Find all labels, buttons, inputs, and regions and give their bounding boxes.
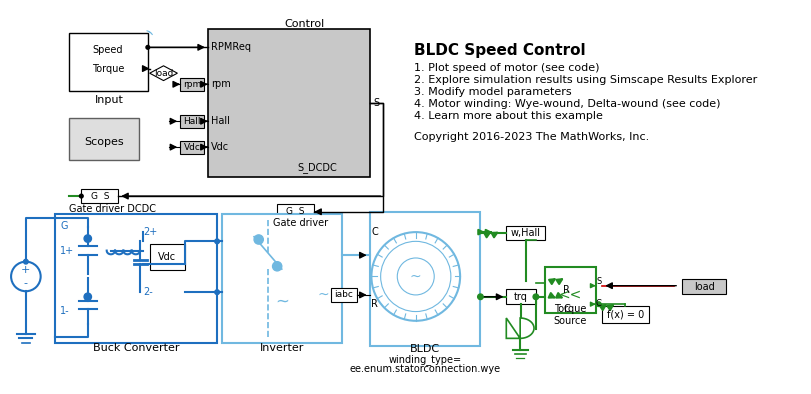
Text: Vdc: Vdc xyxy=(211,142,229,152)
Polygon shape xyxy=(150,66,178,81)
Bar xyxy=(69,33,148,91)
Text: Inverter: Inverter xyxy=(260,343,304,353)
Text: Copyright 2016-2023 The MathWorks, Inc.: Copyright 2016-2023 The MathWorks, Inc. xyxy=(414,132,649,142)
Polygon shape xyxy=(682,279,726,294)
Text: <<: << xyxy=(559,288,581,302)
Text: C: C xyxy=(564,304,570,314)
Bar xyxy=(506,226,545,240)
Text: 3. Modify model parameters: 3. Modify model parameters xyxy=(414,87,572,97)
Text: winding_type=: winding_type= xyxy=(388,354,461,365)
Bar xyxy=(69,119,139,160)
Circle shape xyxy=(371,232,460,321)
Circle shape xyxy=(478,294,483,299)
Text: 2. Explore simulation results using Simscape Results Explorer: 2. Explore simulation results using Sims… xyxy=(414,75,757,85)
Text: RPMReq: RPMReq xyxy=(211,42,251,52)
Text: f(x) = 0: f(x) = 0 xyxy=(607,309,644,319)
Text: Torque: Torque xyxy=(92,63,125,74)
Text: G  S: G S xyxy=(91,191,109,201)
Text: 2+: 2+ xyxy=(144,227,157,237)
Text: Vdc: Vdc xyxy=(184,143,200,152)
Bar xyxy=(55,214,217,343)
Bar xyxy=(331,288,357,302)
Text: load: load xyxy=(154,69,174,78)
Text: Torque
Source: Torque Source xyxy=(553,305,586,326)
Text: G  S: G S xyxy=(286,207,305,216)
Text: rpm: rpm xyxy=(211,79,230,89)
Text: S_DCDC: S_DCDC xyxy=(298,162,337,173)
Bar xyxy=(208,29,370,177)
Text: -: - xyxy=(24,278,28,288)
Text: Gate driver DCDC: Gate driver DCDC xyxy=(69,204,157,214)
Circle shape xyxy=(533,294,539,299)
Text: Speed: Speed xyxy=(92,45,123,55)
Circle shape xyxy=(146,45,150,49)
Text: ~: ~ xyxy=(410,269,422,283)
Circle shape xyxy=(215,239,220,243)
Text: 1+: 1+ xyxy=(60,245,74,256)
Text: Hall: Hall xyxy=(211,116,230,126)
Bar xyxy=(277,204,314,219)
Text: Vdc: Vdc xyxy=(158,252,176,262)
Circle shape xyxy=(596,302,601,307)
Text: R: R xyxy=(563,285,570,296)
Text: R: R xyxy=(371,299,378,309)
Circle shape xyxy=(79,194,84,198)
Bar xyxy=(506,289,536,304)
Text: iabc: iabc xyxy=(334,290,353,299)
Text: Hall: Hall xyxy=(183,117,201,126)
Circle shape xyxy=(254,235,264,244)
Text: Buck Converter: Buck Converter xyxy=(92,343,179,353)
Text: load: load xyxy=(693,282,714,292)
Text: G: G xyxy=(60,221,67,230)
Text: 1. Plot speed of motor (see code): 1. Plot speed of motor (see code) xyxy=(414,63,599,72)
Circle shape xyxy=(215,290,220,294)
Bar xyxy=(180,78,204,91)
Text: rpm: rpm xyxy=(183,80,201,89)
Bar xyxy=(180,141,204,154)
Text: BLDC Speed Control: BLDC Speed Control xyxy=(414,43,586,58)
Text: C: C xyxy=(371,227,378,237)
Text: Control: Control xyxy=(285,19,325,29)
Text: S: S xyxy=(596,277,601,286)
Text: 2-: 2- xyxy=(144,287,153,297)
Text: Gate driver: Gate driver xyxy=(272,218,328,228)
Circle shape xyxy=(272,262,281,271)
Bar xyxy=(150,244,185,270)
Text: ee.enum.statorconnection.wye: ee.enum.statorconnection.wye xyxy=(350,364,500,374)
Text: w,Hall: w,Hall xyxy=(511,228,541,238)
Bar xyxy=(370,212,480,346)
Text: trq: trq xyxy=(514,292,528,302)
Circle shape xyxy=(84,235,92,242)
Bar xyxy=(545,267,596,313)
Text: +: + xyxy=(21,265,31,275)
Bar xyxy=(180,115,204,128)
Bar xyxy=(221,214,342,343)
Text: C: C xyxy=(596,299,602,308)
Text: 4. Learn more about this example: 4. Learn more about this example xyxy=(414,111,603,121)
Text: Scopes: Scopes xyxy=(84,138,124,147)
Text: BLDC: BLDC xyxy=(410,344,440,355)
Text: 4. Motor winding: Wye-wound, Delta-wound (see code): 4. Motor winding: Wye-wound, Delta-wound… xyxy=(414,98,720,109)
Text: Input: Input xyxy=(95,95,123,105)
Circle shape xyxy=(84,293,92,301)
Text: 1-: 1- xyxy=(60,306,70,316)
Bar xyxy=(81,189,118,203)
Text: ~: ~ xyxy=(275,292,289,310)
Bar xyxy=(603,306,649,323)
Text: ~: ~ xyxy=(318,288,329,302)
Circle shape xyxy=(11,262,41,291)
Circle shape xyxy=(24,259,28,264)
Polygon shape xyxy=(506,318,534,338)
Text: S: S xyxy=(373,98,380,108)
